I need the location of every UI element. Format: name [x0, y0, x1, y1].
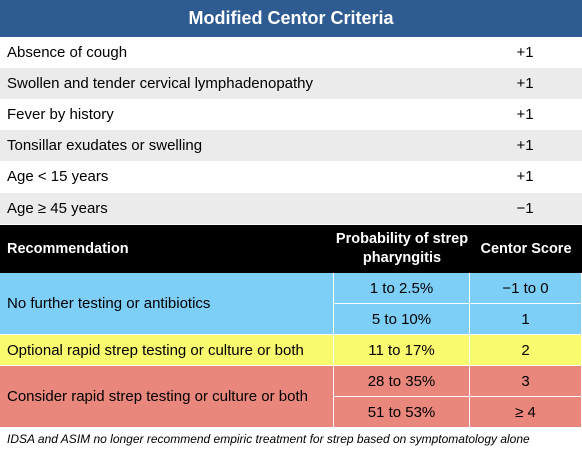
header-probability: Probability of strep pharyngitis — [335, 231, 469, 266]
recommendation-text: Consider rapid strep testing or culture … — [0, 366, 334, 428]
criteria-points: +1 — [516, 106, 534, 123]
recommendation-text: No further testing or antibiotics — [0, 273, 334, 335]
criteria-points: −1 — [516, 200, 534, 217]
criteria-points: +1 — [516, 75, 534, 92]
criteria-row: Tonsillar exudates or swelling +1 — [0, 130, 582, 161]
table-title: Modified Centor Criteria — [0, 0, 582, 37]
criteria-label: Tonsillar exudates or swelling — [7, 137, 203, 154]
probability-cell: 51 to 53% — [334, 397, 470, 428]
recommendation-header: Recommendation Probability of strep phar… — [0, 225, 582, 273]
score-cell: 2 — [470, 335, 582, 366]
criteria-row: Age < 15 years +1 — [0, 161, 582, 192]
footnote: IDSA and ASIM no longer recommend empiri… — [7, 432, 530, 446]
criteria-label: Fever by history — [7, 106, 114, 123]
header-score: Centor Score — [480, 241, 572, 257]
score-cell: ≥ 4 — [470, 397, 582, 428]
recommendation-text: Optional rapid strep testing or culture … — [0, 335, 334, 366]
criteria-row: Age ≥ 45 years −1 — [0, 193, 582, 224]
criteria-label: Age < 15 years — [7, 168, 109, 185]
criteria-label: Absence of cough — [7, 44, 128, 61]
criteria-label: Age ≥ 45 years — [7, 200, 108, 217]
score-cell: 1 — [470, 304, 582, 335]
probability-cell: 11 to 17% — [334, 335, 470, 366]
criteria-row: Swollen and tender cervical lymphadenopa… — [0, 68, 582, 99]
probability-cell: 28 to 35% — [334, 366, 470, 397]
criteria-points: +1 — [516, 137, 534, 154]
score-cell: −1 to 0 — [470, 273, 582, 304]
criteria-points: +1 — [516, 44, 534, 61]
criteria-row: Absence of cough +1 — [0, 37, 582, 68]
criteria-label: Swollen and tender cervical lymphadenopa… — [7, 75, 314, 92]
score-cell: 3 — [470, 366, 582, 397]
criteria-row: Fever by history +1 — [0, 99, 582, 130]
criteria-points: +1 — [516, 168, 534, 185]
probability-cell: 1 to 2.5% — [334, 273, 470, 304]
header-recommendation: Recommendation — [7, 241, 129, 257]
probability-cell: 5 to 10% — [334, 304, 470, 335]
